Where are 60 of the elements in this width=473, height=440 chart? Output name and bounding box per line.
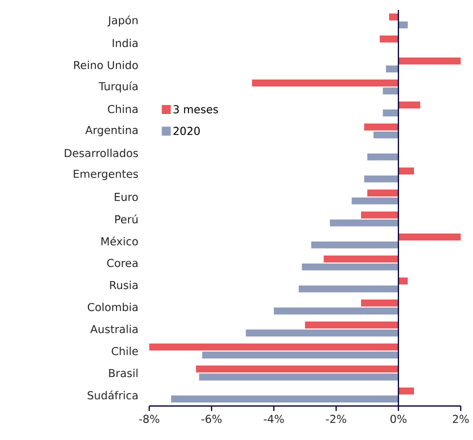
x-tick-label: 0% xyxy=(390,414,406,424)
y-tick-label: Desarrollados xyxy=(64,148,138,158)
bar xyxy=(352,198,398,205)
bar xyxy=(398,278,408,285)
x-tick-label: 2% xyxy=(452,414,469,424)
bar xyxy=(361,212,398,219)
bar xyxy=(389,14,398,21)
bar xyxy=(398,22,408,29)
y-tick-label: Turquía xyxy=(98,82,138,93)
y-tick-label: México xyxy=(101,236,138,246)
bar xyxy=(398,234,461,241)
bar xyxy=(246,330,398,337)
x-tick-label: -2% xyxy=(326,414,346,424)
y-tick-label: Perú xyxy=(115,214,138,224)
bar xyxy=(398,388,414,395)
bar xyxy=(274,308,398,315)
bar xyxy=(386,66,398,73)
bar xyxy=(311,242,398,249)
y-tick-label: Rusia xyxy=(110,280,138,290)
bar xyxy=(149,344,398,351)
bar xyxy=(398,168,414,175)
bar xyxy=(196,366,398,373)
bar xyxy=(202,352,398,359)
y-tick-label: Sudáfrica xyxy=(88,390,138,400)
y-tick-label: Brasil xyxy=(109,368,138,378)
bar xyxy=(367,154,398,161)
bar xyxy=(298,286,398,293)
bar xyxy=(364,176,398,183)
y-tick-label: Corea xyxy=(107,258,138,268)
bar xyxy=(382,110,398,117)
y-tick-label: Chile xyxy=(112,346,138,356)
y-tick-label: Reino Unido xyxy=(74,60,138,70)
bar xyxy=(364,124,398,131)
legend-label: 3 meses xyxy=(174,105,218,114)
bar xyxy=(374,132,398,139)
bar xyxy=(171,396,398,403)
bar xyxy=(330,220,398,227)
y-tick-label: Emergentes xyxy=(74,170,138,180)
y-tick-label: Argentina xyxy=(85,126,138,136)
bar xyxy=(252,80,398,87)
y-tick-label: Euro xyxy=(114,193,138,202)
bar xyxy=(380,36,398,43)
y-tick-label: Japón xyxy=(108,16,138,27)
y-tick-label: Colombia xyxy=(88,302,138,312)
bar xyxy=(398,102,420,109)
y-tick-label: India xyxy=(112,38,138,48)
x-tick-label: -6% xyxy=(201,414,222,424)
y-tick-label: Australia xyxy=(90,324,138,334)
bar xyxy=(199,374,398,381)
bar xyxy=(398,58,461,65)
bar xyxy=(382,88,398,95)
x-tick-label: -4% xyxy=(264,414,284,424)
bar xyxy=(324,256,398,263)
bar xyxy=(302,264,398,271)
bar xyxy=(367,190,398,197)
legend-label: 2020 xyxy=(174,126,200,136)
bar xyxy=(361,300,398,307)
y-tick-label: China xyxy=(108,104,138,114)
x-tick-label: -8% xyxy=(139,414,160,424)
bar xyxy=(304,322,398,329)
